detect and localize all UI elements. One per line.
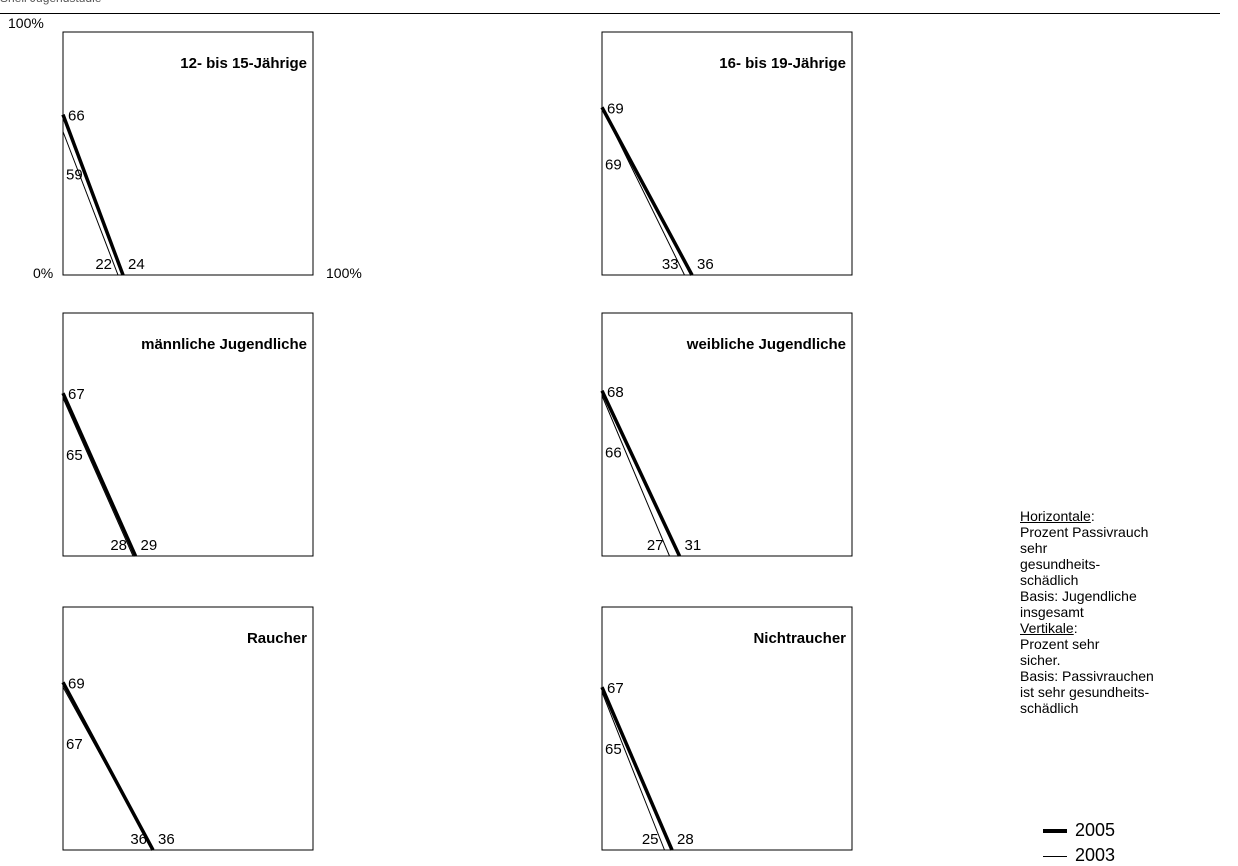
panel-title-weibliche-jugendliche: weibliche Jugendliche: [686, 336, 846, 353]
legend-label-2003: 2003: [1075, 845, 1116, 865]
series-2005-line-nichtraucher: [600, 686, 674, 851]
series-2003-line-weibliche-jugendliche: [601, 395, 670, 557]
label-2003-y-raucher: 67: [66, 736, 83, 753]
label-2003-y-nichtraucher: 65: [605, 741, 622, 758]
series-2005-line-männliche-jugendliche: [61, 392, 138, 557]
panel-frame-12-bis-15-jährige: [62, 31, 314, 276]
label-2003-x-weibliche-jugendliche: 27: [647, 537, 664, 554]
series-2005-line-weibliche-jugendliche: [600, 390, 682, 557]
horizontal-line-1: Prozent Passivrauch: [1020, 524, 1149, 540]
header-rule: [0, 13, 1220, 14]
panel-title-raucher: Raucher: [247, 630, 307, 647]
horizontal-line-2: sehr: [1020, 540, 1048, 556]
horizontal-line-6: insgesamt: [1020, 604, 1084, 620]
label-2005-x-weibliche-jugendliche: 31: [685, 537, 702, 554]
panel-frame-16-bis-19-jährige: [601, 31, 853, 276]
series-2005-line-16-bis-19-jährige: [600, 106, 694, 276]
label-2003-x-männliche-jugendliche: 28: [110, 537, 127, 554]
label-2003-y-weibliche-jugendliche: 66: [605, 445, 622, 462]
clipped-header-text: Shell Jugendstudie: [0, 0, 101, 5]
panel-title-12-bis-15-jährige: 12- bis 15-Jährige: [180, 55, 307, 72]
label-2003-x-raucher: 36: [130, 831, 147, 848]
horizontal-heading: Horizontale: [1020, 508, 1091, 524]
label-2005-y-raucher: 69: [68, 675, 85, 692]
panel-title-männliche-jugendliche: männliche Jugendliche: [141, 336, 307, 353]
vertical-heading: Vertikale: [1020, 620, 1074, 636]
label-2005-y-weibliche-jugendliche: 68: [607, 384, 624, 401]
horizontal-line-5: Basis: Jugendliche: [1020, 588, 1137, 604]
label-2005-y-16-bis-19-jährige: 69: [607, 100, 624, 117]
label-2003-y-16-bis-19-jährige: 69: [605, 156, 622, 173]
panel-frame-weibliche-jugendliche: [601, 312, 853, 557]
label-2005-x-16-bis-19-jährige: 36: [697, 256, 714, 273]
top-rule: Shell Jugendstudie: [0, 0, 1238, 14]
panel-title-16-bis-19-jährige: 16- bis 19-Jährige: [719, 55, 846, 72]
horizontal-line-4: schädlich: [1020, 572, 1079, 588]
panel-frame-männliche-jugendliche: [62, 312, 314, 557]
axis-x-right-label: 100%: [326, 265, 362, 281]
series-2005-line-raucher: [61, 681, 155, 851]
vertical-line-1: Prozent sehr: [1020, 636, 1100, 652]
legend-label-2005: 2005: [1075, 820, 1116, 840]
vertical-line-4: ist sehr gesundheits-: [1020, 684, 1150, 700]
series-2003-line-12-bis-15-jährige: [62, 131, 119, 276]
vertical-line-3: Basis: Passivrauchen: [1020, 668, 1154, 684]
vertical-line-5: schädlich: [1020, 700, 1079, 716]
series-2003-line-männliche-jugendliche: [62, 397, 134, 557]
series-2005-line-12-bis-15-jährige: [61, 114, 125, 276]
legend-swatch-2005: [1043, 829, 1067, 834]
axis-origin-label: 0%: [33, 265, 53, 281]
label-2005-x-12-bis-15-jährige: 24: [128, 256, 145, 273]
legend-swatch-2003: [1043, 855, 1067, 857]
axis-y-top-label: 100%: [8, 15, 44, 31]
label-2005-x-männliche-jugendliche: 29: [141, 537, 158, 554]
legend-entry-2003: 2003: [1043, 845, 1115, 865]
label-2003-x-16-bis-19-jährige: 33: [662, 256, 679, 273]
label-2005-x-raucher: 36: [158, 831, 175, 848]
panel-frame-raucher: [62, 606, 314, 851]
label-2005-y-12-bis-15-jährige: 66: [68, 108, 85, 125]
legend-entry-2005: 2005: [1043, 820, 1115, 840]
panel-title-nichtraucher: Nichtraucher: [753, 630, 846, 647]
label-2003-y-männliche-jugendliche: 65: [66, 447, 83, 464]
label-2003-x-12-bis-15-jährige: 22: [95, 256, 112, 273]
panel-frame-nichtraucher: [601, 606, 853, 851]
label-2005-y-nichtraucher: 67: [607, 680, 624, 697]
label-2003-x-nichtraucher: 25: [642, 831, 659, 848]
vertical-line-2: sicher.: [1020, 652, 1061, 668]
horizontal-line-3: gesundheits-: [1020, 556, 1101, 572]
label-2005-x-nichtraucher: 28: [677, 831, 694, 848]
label-2003-y-12-bis-15-jährige: 59: [66, 167, 83, 184]
axis-legend: Horizontale: Prozent Passivrauch sehr ge…: [1020, 508, 1230, 716]
label-2005-y-männliche-jugendliche: 67: [68, 386, 85, 403]
series-2003-line-nichtraucher: [601, 691, 665, 851]
